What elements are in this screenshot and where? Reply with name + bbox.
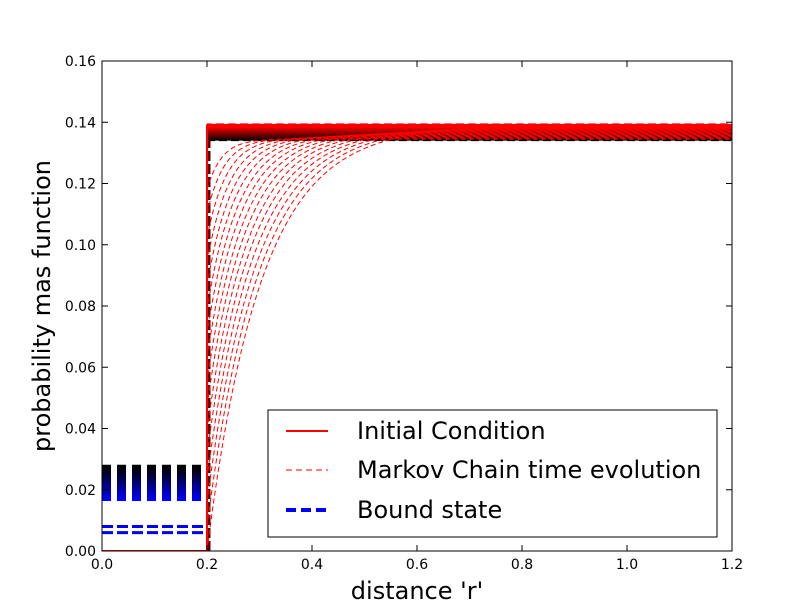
- evolution-curve: [206, 135, 732, 262]
- evolution-curve: [206, 134, 732, 311]
- x-tick-label: 0.4: [301, 557, 323, 573]
- x-tick-label: 0.8: [511, 557, 533, 573]
- legend: Initial Condition Markov Chain time evol…: [267, 409, 718, 538]
- evolution-curve: [206, 138, 732, 190]
- evolution-curve: [206, 132, 732, 359]
- evolution-curve: [206, 131, 732, 383]
- legend-evolution-label: Markov Chain time evolution: [357, 456, 701, 484]
- evolution-curve: [206, 136, 732, 238]
- y-tick-label: 0.12: [65, 177, 96, 193]
- initial-condition-line: [102, 124, 732, 551]
- y-tick-label: 0.00: [65, 544, 96, 560]
- y-tick-label: 0.02: [65, 483, 96, 499]
- y-tick-label: 0.16: [65, 54, 96, 70]
- evolution-curve: [206, 128, 732, 455]
- x-axis-title: distance 'r': [351, 577, 483, 605]
- y-tick-label: 0.14: [65, 115, 96, 131]
- y-tick-label: 0.10: [65, 238, 96, 254]
- evolution-curve: [206, 127, 732, 479]
- x-tick-label: 1.0: [616, 557, 638, 573]
- legend-initial-label: Initial Condition: [357, 417, 546, 445]
- x-tick-label: 1.2: [721, 557, 743, 573]
- y-tick-label: 0.08: [65, 299, 96, 315]
- x-tick-label: 0.6: [406, 557, 428, 573]
- x-tick-label: 0.2: [196, 557, 218, 573]
- evolution-curve: [206, 133, 732, 335]
- evolution-curve: [206, 130, 732, 407]
- y-axis-title: probability mas function: [28, 160, 56, 452]
- evolution-curve: [206, 129, 732, 431]
- data-layer: [102, 123, 732, 551]
- y-tick-label: 0.06: [65, 360, 96, 376]
- x-tick-label: 0.0: [91, 557, 113, 573]
- ticks-layer: 0.0 0.2 0.4 0.6 0.8 1.0 1.2 0.00 0.02 0.04 0.06 0.0…: [65, 54, 743, 573]
- y-tick-label: 0.04: [65, 422, 96, 438]
- legend-box: [267, 409, 718, 538]
- legend-bound-label: Bound state: [357, 496, 502, 524]
